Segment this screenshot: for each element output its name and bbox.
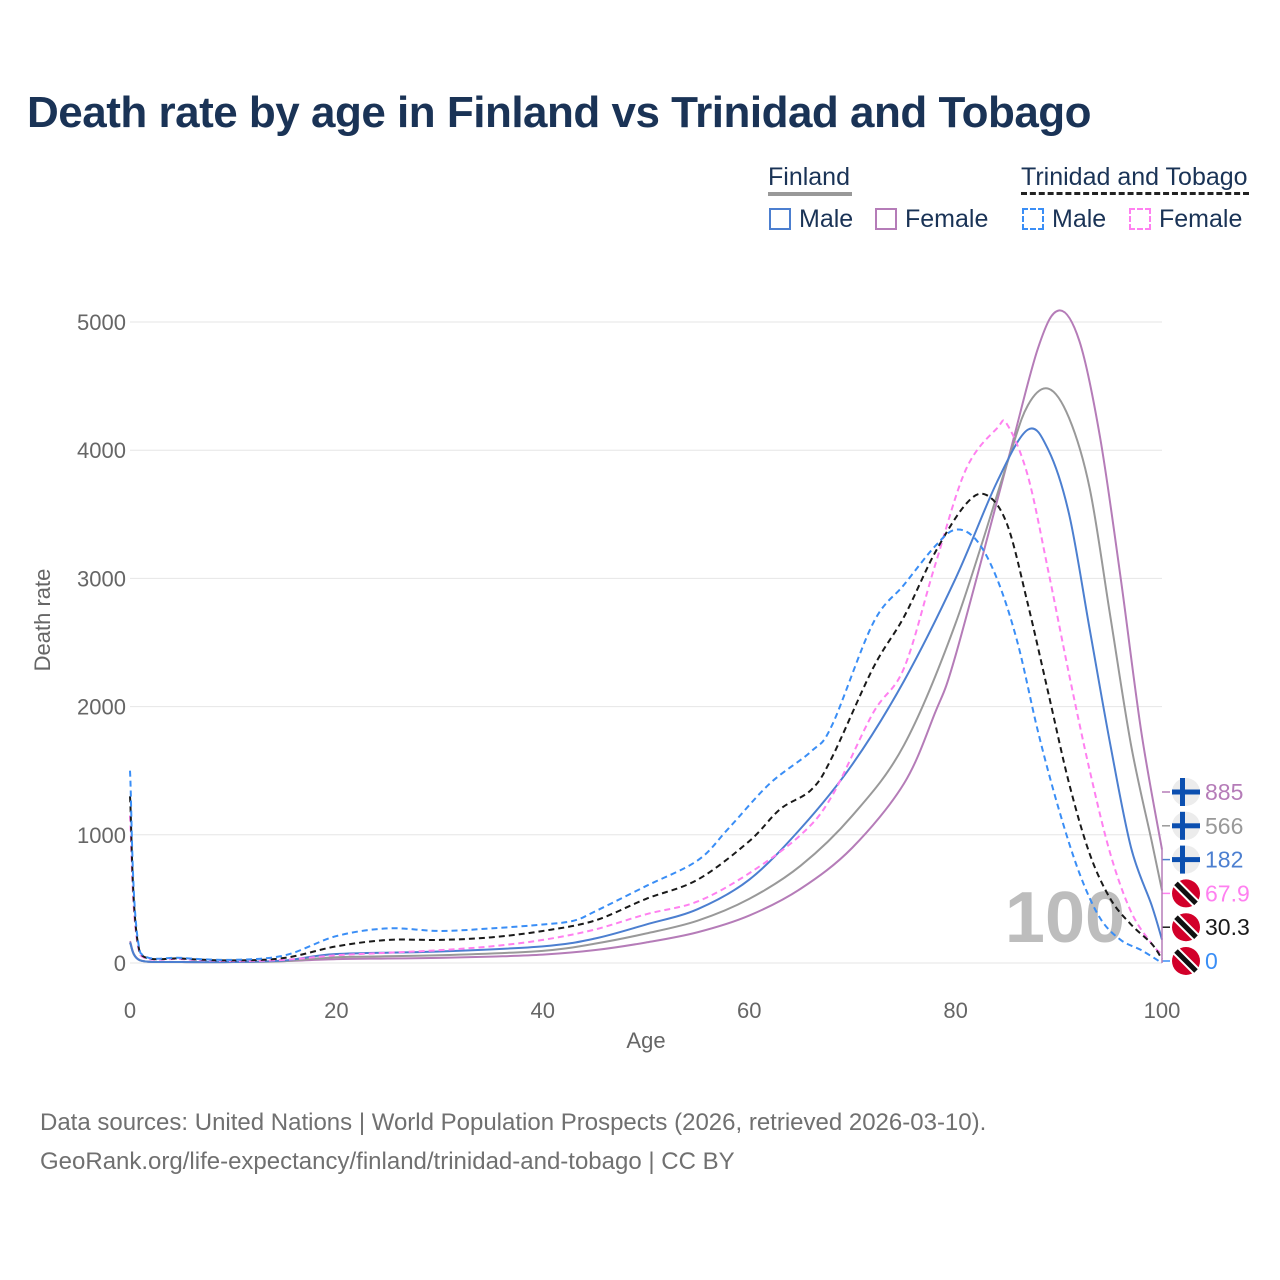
end-label-connector xyxy=(1162,825,1170,827)
series-line-trinidad-and-tobago-female[interactable] xyxy=(129,419,1163,963)
y-tick-label: 2000 xyxy=(77,695,126,720)
x-axis-label: Age xyxy=(626,1028,665,1053)
end-label-connector xyxy=(1162,858,1170,861)
x-tick-label: 60 xyxy=(737,998,761,1023)
y-tick-label: 3000 xyxy=(77,566,126,591)
end-label-connector xyxy=(1162,791,1170,793)
x-tick-label: 20 xyxy=(324,998,348,1023)
trinidad-flag-icon xyxy=(1172,947,1200,975)
end-value-label: 30.3 xyxy=(1205,914,1250,940)
finland-flag-icon xyxy=(1172,778,1200,806)
source-text: Data sources: United Nations | World Pop… xyxy=(40,1109,987,1136)
x-tick-label: 0 xyxy=(124,998,136,1023)
x-tick-label: 100 xyxy=(1144,998,1181,1023)
trinidad-flag-icon xyxy=(1172,879,1200,908)
legend-group-finland: Finland xyxy=(768,163,850,191)
legend-finland-line xyxy=(768,192,852,196)
x-tick-label: 80 xyxy=(943,998,967,1023)
end-value-label: 67.9 xyxy=(1205,880,1250,906)
legend-trinidad-female-swatch[interactable] xyxy=(1129,208,1151,230)
series-line-finland[interactable] xyxy=(129,387,1163,964)
legend-finland-female[interactable]: Female xyxy=(905,205,989,233)
x-tick-label: 40 xyxy=(531,998,555,1023)
y-tick-label: 5000 xyxy=(77,310,126,335)
end-value-label: 0 xyxy=(1205,948,1218,974)
end-value-label: 182 xyxy=(1205,847,1243,873)
end-label-connector xyxy=(1162,892,1170,895)
legend-group-trinidad: Trinidad and Tobago xyxy=(1021,163,1248,191)
source-link[interactable]: GeoRank.org/life-expectancy/finland/trin… xyxy=(40,1148,735,1175)
legend-finland-male[interactable]: Male xyxy=(799,205,854,233)
legend-finland-male-swatch[interactable] xyxy=(769,208,791,230)
finland-flag-icon xyxy=(1172,811,1200,840)
end-label-connector xyxy=(1162,960,1170,962)
y-tick-label: 1000 xyxy=(77,823,126,848)
series-line-trinidad-and-tobago[interactable] xyxy=(129,492,1163,962)
finland-flag-icon xyxy=(1172,845,1200,874)
y-axis-label: Death rate xyxy=(30,569,55,672)
legend-finland-female-swatch[interactable] xyxy=(875,208,897,230)
end-value-label: 885 xyxy=(1205,779,1243,805)
y-tick-label: 4000 xyxy=(77,438,126,463)
end-value-label: 566 xyxy=(1205,813,1243,839)
legend-trinidad-male[interactable]: Male xyxy=(1052,205,1107,233)
y-tick-label: 0 xyxy=(114,951,126,976)
age-highlight-label: 100 xyxy=(1005,878,1125,958)
legend-trinidad-male-swatch[interactable] xyxy=(1022,208,1044,230)
series-line-trinidad-and-tobago-male[interactable] xyxy=(129,528,1163,964)
end-label-connector xyxy=(1162,926,1170,928)
legend-trinidad-female[interactable]: Female xyxy=(1159,205,1243,233)
legend-trinidad-line xyxy=(1021,192,1249,195)
trinidad-flag-icon xyxy=(1172,913,1200,942)
series-line-finland-female[interactable] xyxy=(129,309,1163,964)
chart-title: Death rate by age in Finland vs Trinidad… xyxy=(27,88,1092,137)
